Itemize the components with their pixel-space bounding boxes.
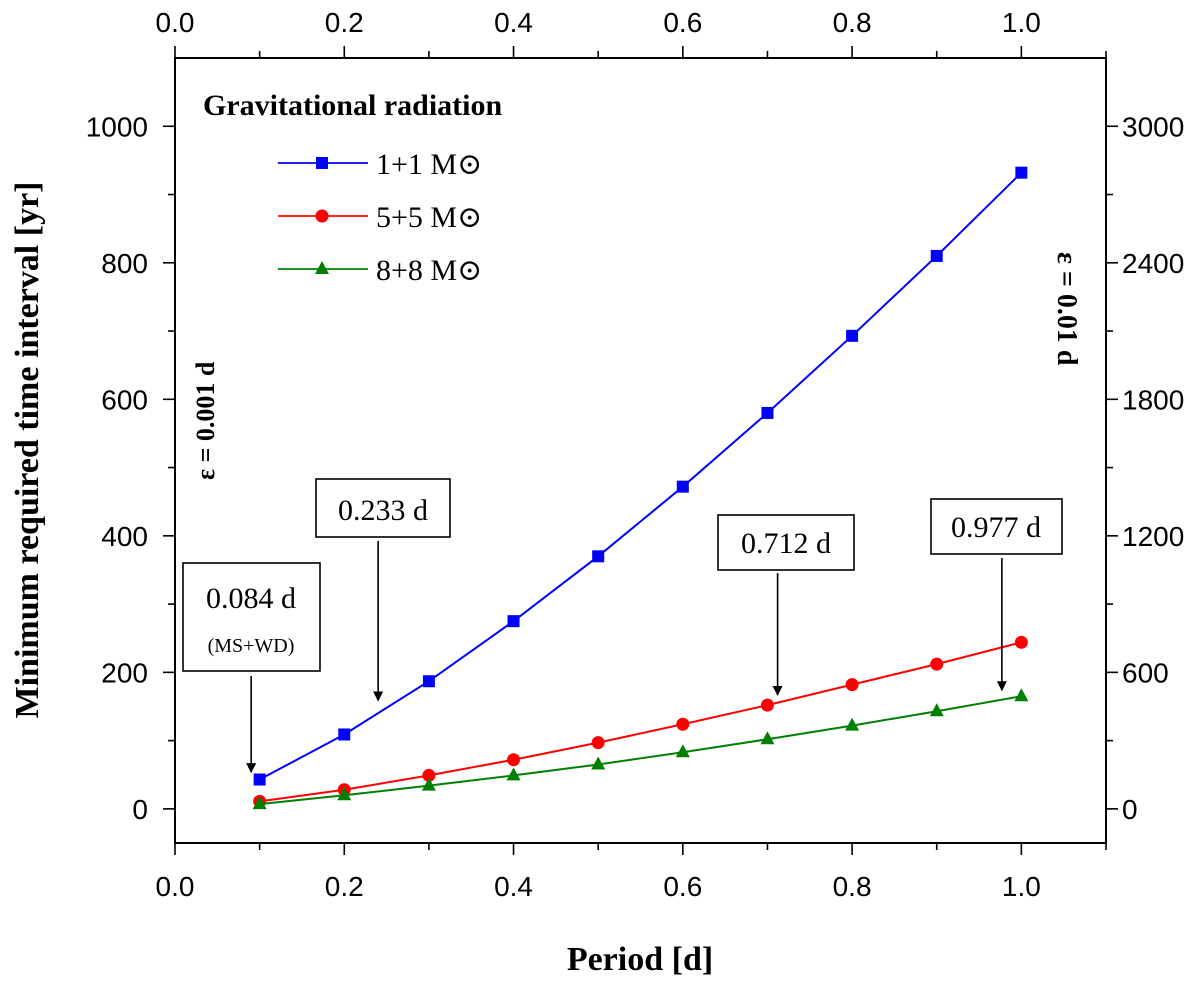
- x-tick-label: 1.0: [1002, 871, 1041, 902]
- annotation-label: 0.084 d: [206, 582, 296, 615]
- data-point: [930, 249, 943, 262]
- legend-marker-square: [316, 157, 328, 169]
- x-tick-label-top: 1.0: [1002, 7, 1041, 38]
- y-tick-label: 800: [101, 248, 148, 279]
- y-tick-label: 200: [101, 657, 148, 688]
- legend-label-2: 5+5 M⊙: [376, 201, 482, 234]
- x-tick-label-top: 0.4: [494, 7, 533, 38]
- annotation-box: [930, 498, 1063, 555]
- data-point: [929, 703, 944, 717]
- data-point: [760, 731, 775, 745]
- series-line: [259, 695, 1022, 806]
- annotation-label: 0.233 d: [338, 494, 428, 527]
- legend-item-3: 8+8 M⊙: [278, 254, 482, 287]
- legend-marker-circle: [315, 209, 329, 223]
- legend-label-3: 8+8 M⊙: [376, 254, 482, 287]
- series-3: [252, 688, 1029, 810]
- annotation-layer: 0.084 d (MS+WD) 0.233 d 0.712 d 0.977 d: [182, 478, 1063, 774]
- data-point: [337, 787, 352, 801]
- series-2: [253, 635, 1028, 808]
- x-tick-label: 0.8: [833, 871, 872, 902]
- legend-marker-triangle: [315, 261, 329, 274]
- y-axis-title: Minimum required time interval [yr]: [9, 182, 46, 719]
- data-point: [591, 756, 606, 770]
- series-line: [259, 641, 1022, 803]
- y-tick-label: 1000: [86, 111, 148, 142]
- data-point: [506, 767, 521, 781]
- right-axis-title: ε = 0.01 d: [1051, 252, 1082, 366]
- series-1: [253, 166, 1028, 786]
- data-point: [422, 675, 435, 688]
- x-tick-label-top: 0.8: [833, 7, 872, 38]
- annotation-box: [182, 562, 321, 672]
- annotation-callout: 0.084 d (MS+WD): [182, 562, 321, 774]
- x-tick-label-top: 0.2: [325, 7, 364, 38]
- annotation-sublabel: (MS+WD): [208, 635, 295, 657]
- annotation-callout: 0.712 d: [717, 514, 855, 697]
- axis-ticks: [163, 46, 1118, 855]
- x-tick-label: 0.0: [156, 871, 195, 902]
- series-layer: [252, 166, 1029, 810]
- y-right-tick-label: 600: [1122, 657, 1169, 688]
- y-right-tick-label: 3000: [1122, 111, 1184, 142]
- data-point: [930, 657, 944, 671]
- x-tick-label: 0.2: [325, 871, 364, 902]
- tick-labels: 0.0 0.0 0.2 0.2 0.4 0.4 0.6 0.6 0.8 0.8 1.0 1.0 0 200…: [86, 7, 1185, 902]
- annotation-label: 0.712 d: [741, 527, 831, 560]
- data-point: [760, 698, 774, 712]
- x-tick-label: 0.4: [494, 871, 533, 902]
- data-point: [507, 753, 521, 767]
- plot-frame: [174, 57, 1107, 844]
- left-epsilon-label: ε = 0.001 d: [191, 361, 220, 480]
- data-point: [845, 717, 860, 731]
- x-tick-label: 0.6: [663, 871, 702, 902]
- y-tick-label: 0: [132, 794, 148, 825]
- data-point: [1014, 688, 1029, 702]
- x-tick-label-top: 0.6: [663, 7, 702, 38]
- y-tick-label: 600: [101, 384, 148, 415]
- y-right-tick-label: 1200: [1122, 521, 1184, 552]
- y-tick-label: 400: [101, 521, 148, 552]
- chart-title: Gravitational radiation: [203, 89, 502, 122]
- data-point: [676, 480, 689, 493]
- y-right-tick-label: 1800: [1122, 384, 1184, 415]
- x-tick-label-top: 0.0: [156, 7, 195, 38]
- data-point: [675, 744, 690, 758]
- data-point: [761, 406, 774, 419]
- legend: 1+1 M⊙ 5+5 M⊙ 8+8 M⊙: [278, 148, 482, 287]
- annotation-callout: 0.233 d: [315, 478, 451, 702]
- data-point: [846, 329, 859, 342]
- legend-item-2: 5+5 M⊙: [278, 201, 482, 234]
- data-point: [252, 796, 267, 810]
- x-axis-title: Period [d]: [567, 941, 713, 978]
- data-point: [338, 728, 351, 741]
- data-point: [422, 768, 436, 782]
- annotation-box: [717, 514, 855, 571]
- data-point: [507, 615, 520, 628]
- annotation-callout: 0.977 d: [930, 498, 1063, 692]
- annotation-box: [315, 478, 451, 538]
- y-right-tick-label: 0: [1122, 794, 1138, 825]
- legend-item-1: 1+1 M⊙: [278, 148, 482, 181]
- data-point: [676, 717, 690, 731]
- data-point: [421, 777, 436, 791]
- data-point: [845, 678, 859, 692]
- data-point: [1014, 635, 1028, 649]
- data-point: [1015, 166, 1028, 179]
- annotation-label: 0.977 d: [951, 511, 1041, 544]
- legend-label-1: 1+1 M⊙: [376, 148, 482, 181]
- series-line: [259, 171, 1023, 781]
- data-point: [592, 550, 605, 563]
- y-right-tick-label: 2400: [1122, 248, 1184, 279]
- data-point: [253, 773, 266, 786]
- data-point: [591, 736, 605, 750]
